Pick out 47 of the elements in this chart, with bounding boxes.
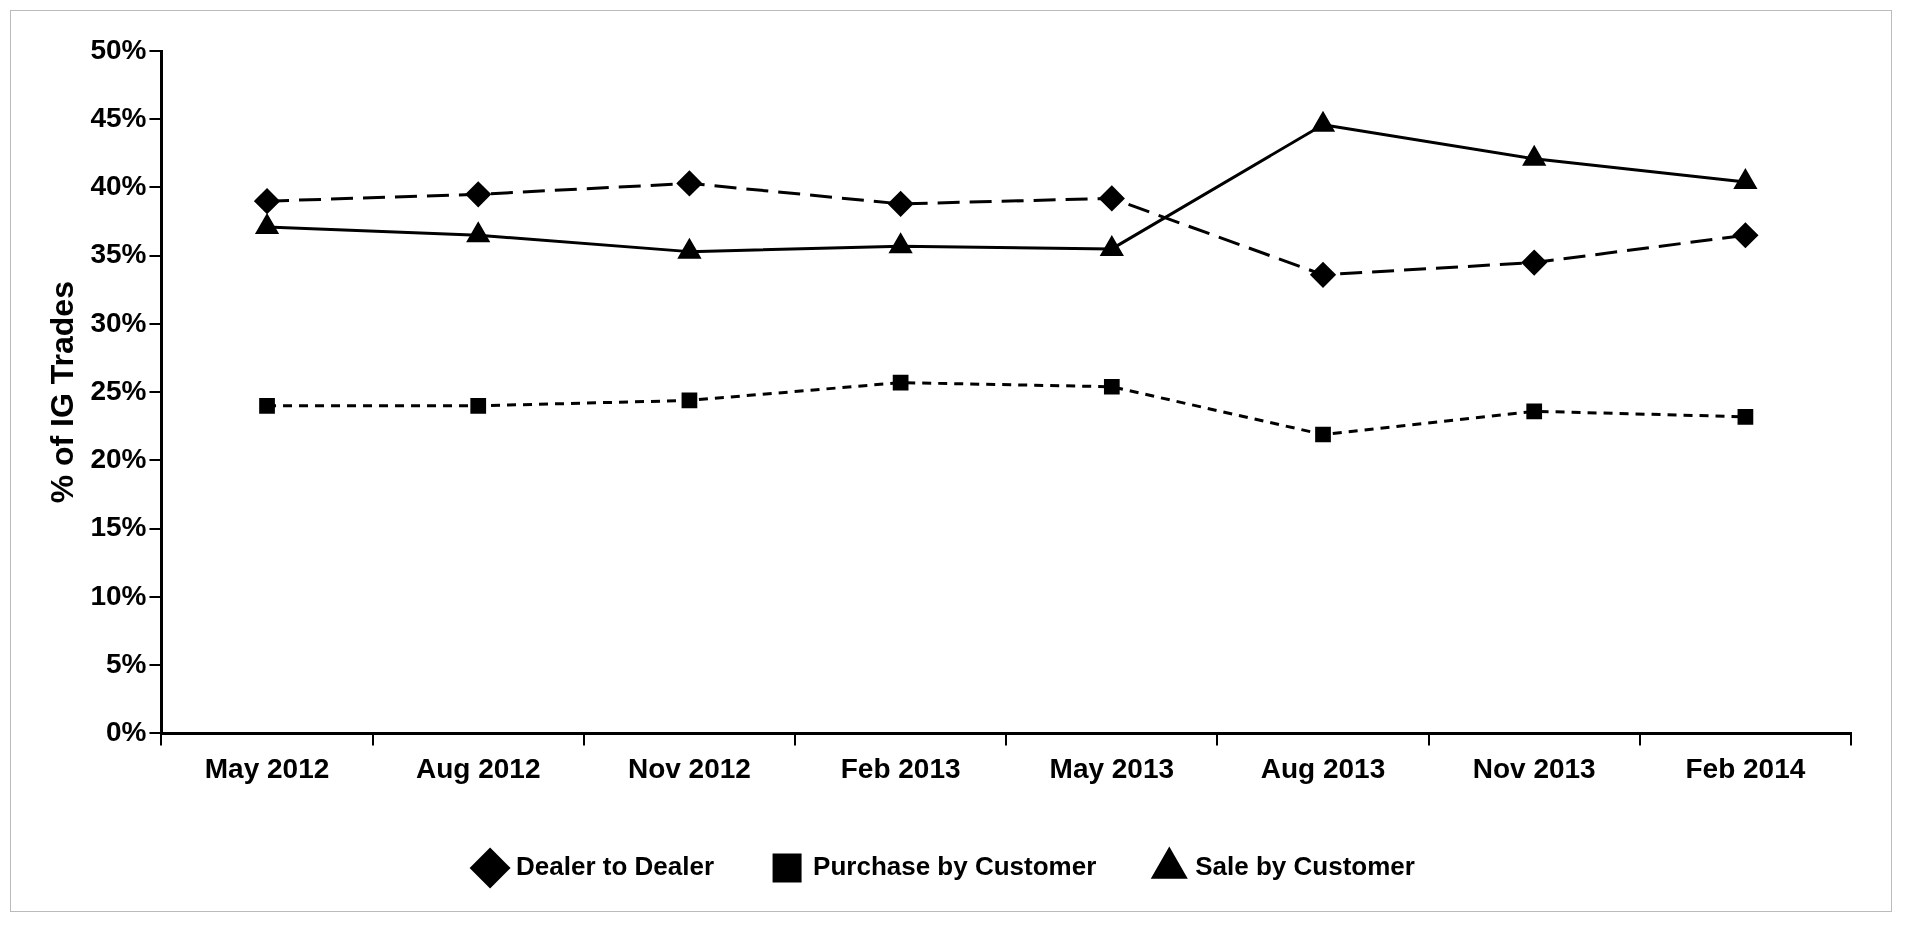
x-tick-label: Aug 2012 bbox=[415, 752, 541, 784]
point bbox=[256, 214, 279, 235]
point bbox=[1100, 236, 1123, 256]
x-tick-label: May 2012 bbox=[204, 752, 330, 784]
point bbox=[254, 188, 280, 214]
point bbox=[1732, 222, 1758, 248]
point bbox=[1315, 426, 1331, 443]
point bbox=[1099, 185, 1125, 211]
y-tick-label: 35% bbox=[90, 238, 147, 270]
point bbox=[1521, 250, 1547, 276]
point bbox=[678, 239, 701, 259]
point bbox=[888, 191, 914, 217]
x-tick-label: Feb 2013 bbox=[840, 752, 961, 784]
x-tick-label: Feb 2014 bbox=[1685, 752, 1806, 784]
point bbox=[1737, 408, 1754, 425]
y-tick-label: 20% bbox=[90, 443, 147, 475]
x-tick-label: Nov 2013 bbox=[1472, 752, 1596, 784]
y-tick-label: 25% bbox=[90, 374, 147, 406]
point bbox=[889, 233, 912, 254]
x-tick-label: Aug 2013 bbox=[1260, 752, 1386, 784]
point bbox=[892, 374, 909, 391]
point bbox=[259, 397, 275, 414]
point bbox=[1523, 146, 1546, 166]
y-axis-title: % of IG Trades bbox=[44, 281, 81, 504]
point bbox=[465, 181, 491, 207]
legend-label: Sale by Customer bbox=[1195, 851, 1415, 882]
point bbox=[1310, 262, 1336, 288]
point bbox=[1103, 378, 1120, 395]
x-tick-label: Nov 2012 bbox=[627, 752, 751, 784]
y-tick-label: 40% bbox=[90, 170, 147, 202]
y-tick-label: 5% bbox=[105, 647, 147, 679]
point bbox=[467, 222, 490, 243]
point bbox=[676, 170, 702, 196]
y-tick-label: 10% bbox=[90, 579, 147, 611]
y-tick-label: 50% bbox=[90, 33, 147, 65]
legend-label: Dealer to Dealer bbox=[516, 851, 715, 882]
legend-label: Purchase by Customer bbox=[813, 851, 1097, 882]
point bbox=[1311, 112, 1335, 132]
point bbox=[681, 392, 698, 409]
point bbox=[1526, 403, 1543, 420]
y-tick-label: 15% bbox=[90, 511, 147, 543]
point bbox=[470, 397, 487, 414]
y-tick-label: 0% bbox=[105, 716, 147, 748]
y-tick-label: 45% bbox=[90, 101, 147, 133]
x-tick-label: May 2013 bbox=[1049, 752, 1175, 784]
y-tick-label: 30% bbox=[90, 306, 147, 338]
point bbox=[1734, 169, 1757, 190]
